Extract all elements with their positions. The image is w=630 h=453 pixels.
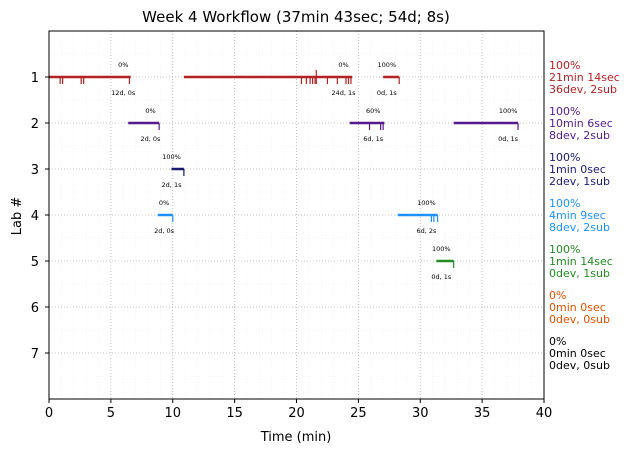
lab-4-summary-line: 100% xyxy=(549,197,580,210)
lab-5-summary-line: 1min 14sec xyxy=(549,255,613,268)
lab-2-summary-line: 8dev, 2sub xyxy=(549,129,610,142)
lab-4-summary-line: 4min 9sec xyxy=(549,209,606,222)
lab-4-percent-label: 100% xyxy=(417,199,436,207)
lab-4-detail-label: 6d, 2s xyxy=(416,227,437,235)
x-tick-label: 35 xyxy=(474,406,491,421)
lab-bars xyxy=(49,70,519,268)
x-tick-label: 40 xyxy=(536,406,553,421)
lab-1-summary-line: 21min 14sec xyxy=(549,71,620,84)
lab-7-summary-line: 0min 0sec xyxy=(549,347,606,360)
lab-6-summary-line: 0min 0sec xyxy=(549,301,606,314)
lab-1-summary-line: 36dev, 2sub xyxy=(549,83,617,96)
lab-3-summary-line: 2dev, 1sub xyxy=(549,175,610,188)
y-tick-label: 4 xyxy=(31,209,39,224)
y-tick-label: 3 xyxy=(31,163,39,178)
lab-2-percent-label: 60% xyxy=(366,107,380,115)
lab-7-summary-line: 0% xyxy=(549,335,566,348)
lab-3-summary-line: 1min 0sec xyxy=(549,163,606,176)
lab-1-percent-label: 0% xyxy=(338,61,348,69)
lab-3-summary-line: 100% xyxy=(549,151,580,164)
lab-7-summary-line: 0dev, 0sub xyxy=(549,359,610,372)
lab-1-percent-label: 0% xyxy=(118,61,128,69)
x-tick-label: 30 xyxy=(412,406,429,421)
y-tick-label: 2 xyxy=(31,117,39,132)
lab-4-summary-line: 8dev, 2sub xyxy=(549,221,610,234)
lab-5-detail-label: 0d, 1s xyxy=(431,273,452,281)
lab-3-percent-label: 100% xyxy=(162,153,181,161)
y-tick-label: 5 xyxy=(31,255,39,270)
lab-4-percent-label: 0% xyxy=(159,199,169,207)
lab-2-detail-label: 6d, 1s xyxy=(363,135,384,143)
y-axis-label: Lab # xyxy=(10,197,25,236)
lab-2-summary-line: 100% xyxy=(549,105,580,118)
x-tick-label: 15 xyxy=(226,406,243,421)
lab-2-detail-label: 0d, 1s xyxy=(498,135,519,143)
y-tick-label: 6 xyxy=(31,301,39,316)
y-tick-label: 1 xyxy=(31,71,39,86)
lab-1-detail-label: 12d, 0s xyxy=(111,89,136,97)
y-tick-label: 7 xyxy=(31,347,39,362)
axes: 0 5 10 15 20 25 30 35 40 1 2 3 4 5 6 7 xyxy=(31,71,553,421)
lab-2-detail-label: 2d, 0s xyxy=(141,135,162,143)
x-tick-label: 0 xyxy=(45,406,53,421)
lab-2-percent-label: 100% xyxy=(499,107,518,115)
chart-title: Week 4 Workflow (37min 43sec; 54d; 8s) xyxy=(142,8,450,26)
x-tick-label: 25 xyxy=(350,406,367,421)
lab-5-summary-line: 100% xyxy=(549,243,580,256)
grid xyxy=(48,31,545,399)
lab-6-summary-line: 0dev, 0sub xyxy=(549,313,610,326)
x-axis-label: Time (min) xyxy=(260,430,332,445)
lab-6-summary-line: 0% xyxy=(549,289,566,302)
x-tick-label: 10 xyxy=(164,406,181,421)
lab-2-percent-label: 0% xyxy=(145,107,155,115)
lab-4-detail-label: 2d, 0s xyxy=(154,227,175,235)
lab-2-summary-line: 10min 6sec xyxy=(549,117,613,130)
lab-3-detail-label: 2d, 1s xyxy=(162,181,183,189)
x-tick-label: 5 xyxy=(107,406,115,421)
lab-1-summary-line: 100% xyxy=(549,59,580,72)
x-tick-label: 20 xyxy=(288,406,305,421)
lab-1-detail-label: 0d, 1s xyxy=(377,89,398,97)
annotations: 0% 12d, 0s 0% 24d, 1s 100% 0d, 1s 0% 2d, 0s 60% 6… xyxy=(111,61,518,281)
lab-5-percent-label: 100% xyxy=(432,245,451,253)
lab-1-percent-label: 100% xyxy=(378,61,397,69)
lab-5-summary-line: 0dev, 1sub xyxy=(549,267,610,280)
lab-1-detail-label: 24d, 1s xyxy=(331,89,356,97)
